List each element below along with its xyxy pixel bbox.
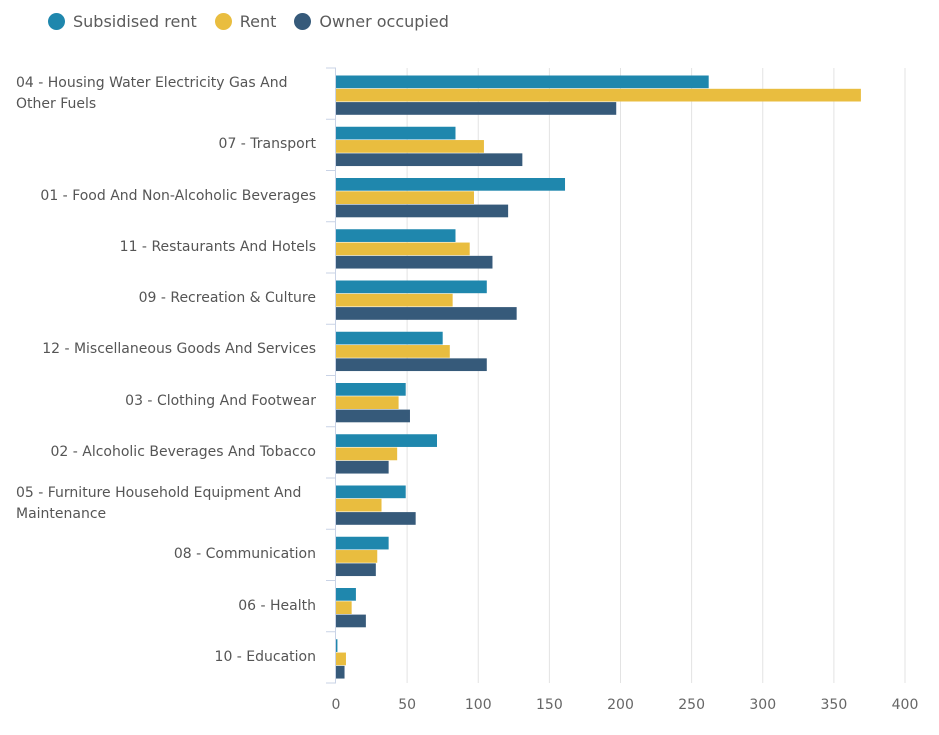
category-label: 07 - Transport — [6, 119, 316, 170]
legend-item[interactable]: Owner occupied — [294, 12, 449, 31]
category-label-text: 06 - Health — [238, 597, 316, 614]
legend-marker-icon — [214, 13, 232, 30]
bar-rent — [336, 601, 352, 614]
bar-subsidised-rent — [336, 178, 566, 191]
category-label-text: 11 - Restaurants And Hotels — [119, 238, 316, 255]
bar-subsidised-rent — [336, 639, 338, 652]
category-label: 12 - Miscellaneous Goods And Services — [6, 324, 316, 375]
category-label-text: 07 - Transport — [218, 136, 316, 153]
category-label: 10 - Education — [6, 632, 316, 683]
bar-owner-occupied — [336, 102, 617, 115]
category-label-text: 12 - Miscellaneous Goods And Services — [42, 341, 316, 358]
bar-subsidised-rent — [336, 383, 406, 396]
bar-owner-occupied — [336, 665, 345, 679]
category-label: 01 - Food And Non-Alcoholic Beverages — [6, 171, 316, 222]
x-tick-label: 250 — [678, 697, 705, 713]
bar-subsidised-rent — [336, 588, 356, 601]
category-label: 05 - Furniture Household Equipment And M… — [6, 478, 316, 529]
x-tick-label: 400 — [892, 697, 919, 713]
legend: Subsidised rent Rent Owner occupied — [48, 12, 449, 31]
bar-owner-occupied — [336, 153, 523, 167]
bar-owner-occupied — [336, 460, 389, 474]
bar-owner-occupied — [336, 563, 376, 577]
bar-subsidised-rent — [336, 229, 456, 242]
category-label: 03 - Clothing And Footwear — [6, 376, 316, 427]
bar-owner-occupied — [336, 409, 410, 423]
category-label: 11 - Restaurants And Hotels — [6, 222, 316, 273]
bar-subsidised-rent — [336, 434, 437, 447]
category-label-text: 08 - Communication — [173, 546, 316, 563]
bar-rent — [336, 293, 453, 307]
bar-rent — [336, 652, 346, 666]
x-tick-label: 100 — [465, 697, 492, 713]
legend-marker-icon — [48, 13, 65, 30]
legend-label: Subsidised rent — [73, 12, 197, 31]
legend-label: Owner occupied — [319, 12, 449, 31]
bar-rent — [336, 396, 399, 409]
legend-label: Rent — [239, 12, 277, 31]
category-label: 04 - Housing Water Electricity Gas And O… — [6, 68, 316, 119]
category-label: 09 - Recreation & Culture — [6, 273, 316, 324]
x-tick-label: 200 — [607, 697, 634, 713]
bar-owner-occupied — [336, 255, 493, 269]
bar-subsidised-rent — [336, 485, 406, 499]
bar-rent — [336, 345, 450, 358]
bar-subsidised-rent — [336, 280, 487, 294]
category-label-text: 02 - Alcoholic Beverages And Tobacco — [50, 443, 316, 460]
x-tick-label: 150 — [536, 697, 563, 713]
bar-rent — [336, 242, 470, 256]
category-label-text: 09 - Recreation & Culture — [138, 290, 316, 307]
category-label-text: 05 - Furniture Household Equipment And M… — [16, 484, 302, 522]
category-label-text: 01 - Food And Non-Alcoholic Beverages — [40, 187, 316, 204]
category-label-text: 03 - Clothing And Footwear — [125, 392, 316, 409]
bar-rent — [336, 88, 861, 102]
bar-owner-occupied — [336, 204, 509, 218]
bar-rent — [336, 447, 398, 461]
bar-rent — [336, 140, 484, 153]
x-tick-label: 300 — [749, 697, 776, 713]
category-label: 06 - Health — [6, 581, 316, 632]
bar-rent — [336, 550, 378, 563]
category-label: 08 - Communication — [6, 529, 316, 580]
category-label: 02 - Alcoholic Beverages And Tobacco — [6, 427, 316, 478]
bar-owner-occupied — [336, 512, 416, 525]
legend-item[interactable]: Rent — [214, 12, 277, 31]
bar-subsidised-rent — [336, 126, 456, 140]
bar-subsidised-rent — [336, 75, 709, 89]
legend-item[interactable]: Subsidised rent — [48, 12, 197, 31]
bar-owner-occupied — [336, 358, 487, 372]
legend-marker-icon — [294, 13, 312, 30]
bar-rent — [336, 191, 474, 204]
bar-rent — [336, 498, 382, 512]
bar-subsidised-rent — [336, 331, 443, 345]
x-tick-label: 0 — [332, 697, 341, 713]
bar-subsidised-rent — [336, 536, 389, 550]
bar-owner-occupied — [336, 307, 517, 320]
bar-owner-occupied — [336, 614, 366, 628]
category-label-text: 04 - Housing Water Electricity Gas And O… — [16, 74, 288, 112]
x-tick-label: 50 — [398, 697, 416, 713]
x-tick-label: 350 — [821, 697, 848, 713]
category-label-text: 10 - Education — [214, 648, 316, 665]
